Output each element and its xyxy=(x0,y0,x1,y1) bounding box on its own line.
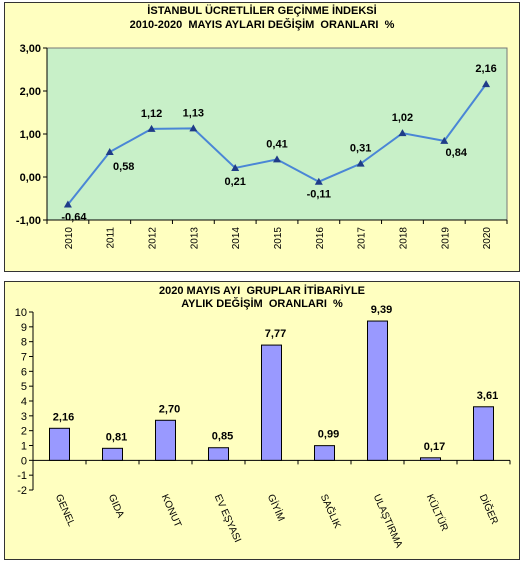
bar-y-tick-label: 10 xyxy=(15,307,27,319)
bar-data-label: 0,85 xyxy=(212,431,233,443)
line-x-tick-label: 2013 xyxy=(189,227,200,250)
bar-y-tick-label: 3 xyxy=(21,411,27,423)
line-data-label: 0,41 xyxy=(266,138,287,150)
bar xyxy=(420,457,441,461)
line-data-label: 0,31 xyxy=(350,143,371,155)
bar-category-label: GIDA xyxy=(106,493,126,520)
line-chart: 3,00 2,00 1,00 0,00 -1,00 2010 2011 2012 2013 201… xyxy=(16,43,508,250)
bar-y-tick-label: -1 xyxy=(17,470,27,482)
bar-category-label: DİĞER xyxy=(477,492,502,526)
bar-data-label: 0,17 xyxy=(424,441,445,453)
line-marker xyxy=(314,177,323,185)
line-x-tick-label: 2012 xyxy=(148,227,159,250)
bar-y-tick-label: 6 xyxy=(21,366,27,378)
bar-category-label: EV EŞYASI xyxy=(212,493,243,545)
bar-data-label: 0,99 xyxy=(318,429,339,441)
line-data-label: 0,58 xyxy=(113,161,134,173)
bar xyxy=(155,419,176,461)
bar-y-tick-label: -2 xyxy=(17,485,27,497)
line-marker xyxy=(398,129,407,137)
bar-chart: 109876543210-1-22,160,812,700,857,770,99… xyxy=(15,304,511,550)
line-data-label: -0,11 xyxy=(307,189,331,201)
bar-y-tick-label: 9 xyxy=(21,322,27,334)
line-x-tick-label: 2016 xyxy=(315,227,326,250)
line-x-tick-label: 2020 xyxy=(482,227,493,250)
bar-chart-title: 2020 MAYIS AYI GRUPLAR İTİBARİYLE xyxy=(159,285,365,297)
line-chart-title: İSTANBUL ÜCRETLİLER GEÇİNME İNDEKSİ xyxy=(147,5,377,17)
line-marker xyxy=(231,163,240,171)
bar xyxy=(473,406,494,461)
line-data-label: 1,13 xyxy=(183,107,204,119)
line-data-label: 0,21 xyxy=(224,176,245,188)
line-marker xyxy=(440,136,449,144)
bar-category-label: KÜLTÜR xyxy=(424,492,451,533)
bar xyxy=(102,447,123,461)
line-data-label: 1,12 xyxy=(141,108,162,120)
line-x-tick-label: 2011 xyxy=(106,227,117,249)
bar-category-label: SAĞLIK xyxy=(318,492,345,531)
line-marker xyxy=(189,124,198,132)
line-data-label: 0,84 xyxy=(446,147,468,159)
line-x-tick-label: 2010 xyxy=(64,227,75,250)
line-marker xyxy=(63,200,72,208)
bar-data-label: 3,61 xyxy=(477,390,498,402)
bar-y-tick-label: 8 xyxy=(21,337,27,349)
line-data-label: -0,64 xyxy=(61,212,87,224)
line-y-tick-label: 1,00 xyxy=(20,129,41,141)
bar xyxy=(367,320,388,461)
bar-y-tick-label: 7 xyxy=(21,352,27,364)
line-data-label: 1,02 xyxy=(392,112,413,124)
bar-chart-panel: 2020 MAYIS AYI GRUPLAR İTİBARİYLE AYLIK … xyxy=(4,281,520,560)
bar-y-tick-label: 1 xyxy=(21,441,27,453)
line-marker xyxy=(356,159,365,167)
bar-y-tick-label: 0 xyxy=(21,455,27,467)
bar-category-label: ULAŞTIRMA xyxy=(371,493,404,550)
line-marker xyxy=(482,80,491,88)
bar xyxy=(314,445,335,461)
bar-category-label: KONUT xyxy=(159,493,183,529)
bar-y-tick-label: 4 xyxy=(21,396,27,408)
line-y-tick-label: 3,00 xyxy=(20,43,41,55)
bar-chart-subtitle: AYLIK DEĞİŞİM ORANLARI % xyxy=(181,298,343,310)
bar-category-label: GENEL xyxy=(53,493,77,529)
bar-category-label: GİYİM xyxy=(265,492,288,523)
line-y-tick-label: 2,00 xyxy=(20,86,41,98)
line-chart-subtitle: 2010-2020 MAYIS AYLARI DEĞİŞİM ORANLARI … xyxy=(129,19,395,31)
bar xyxy=(208,447,229,461)
bar-y-tick-label: 5 xyxy=(21,381,27,393)
line-x-tick-label: 2017 xyxy=(357,227,368,250)
line-x-tick-label: 2018 xyxy=(398,227,409,250)
line-marker xyxy=(147,124,156,132)
line-marker xyxy=(105,148,114,156)
line-x-tick-label: 2019 xyxy=(440,227,451,250)
line-plot-area xyxy=(46,47,508,221)
line-data-label: 2,16 xyxy=(475,63,496,75)
bar-data-label: 7,77 xyxy=(265,328,286,340)
bar-data-label: 2,70 xyxy=(159,403,180,415)
bar-y-tick-label: 2 xyxy=(21,426,27,438)
line-y-tick-label: -1,00 xyxy=(16,215,41,227)
bar xyxy=(261,344,282,461)
bar-data-label: 0,81 xyxy=(106,431,127,443)
line-chart-panel: İSTANBUL ÜCRETLİLER GEÇİNME İNDEKSİ 2010… xyxy=(4,2,520,272)
line-y-tick-label: 0,00 xyxy=(20,172,41,184)
line-x-tick-label: 2014 xyxy=(231,227,242,250)
bar xyxy=(49,427,70,461)
line-marker xyxy=(273,155,281,163)
bar-data-label: 2,16 xyxy=(53,411,74,423)
line-x-tick-label: 2015 xyxy=(273,227,284,250)
bar-data-label: 9,39 xyxy=(371,304,392,316)
